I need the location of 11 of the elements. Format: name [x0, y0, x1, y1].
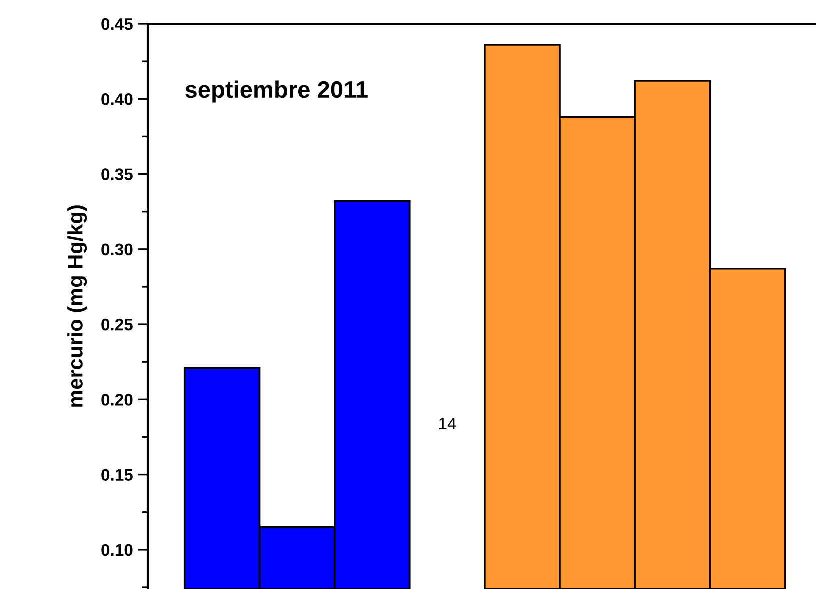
text: septiembre 2011	[186, 80, 368, 103]
y-tick-label: 0.10	[102, 544, 133, 556]
y-tick-label: 0.45	[102, 18, 133, 30]
y-tick-label: 0.30	[102, 244, 133, 256]
annotation: 14	[439, 418, 456, 430]
y-axis-title: mercurio (mg Hg/kg)	[68, 206, 88, 407]
y-tick-label: 0.35	[102, 168, 133, 180]
y-tick-label: 0.15	[102, 469, 133, 481]
y-tick-label: 0.20	[102, 394, 133, 406]
y-tick-label: 0.25	[102, 318, 133, 331]
y-tick-label: 0.40	[102, 94, 133, 106]
